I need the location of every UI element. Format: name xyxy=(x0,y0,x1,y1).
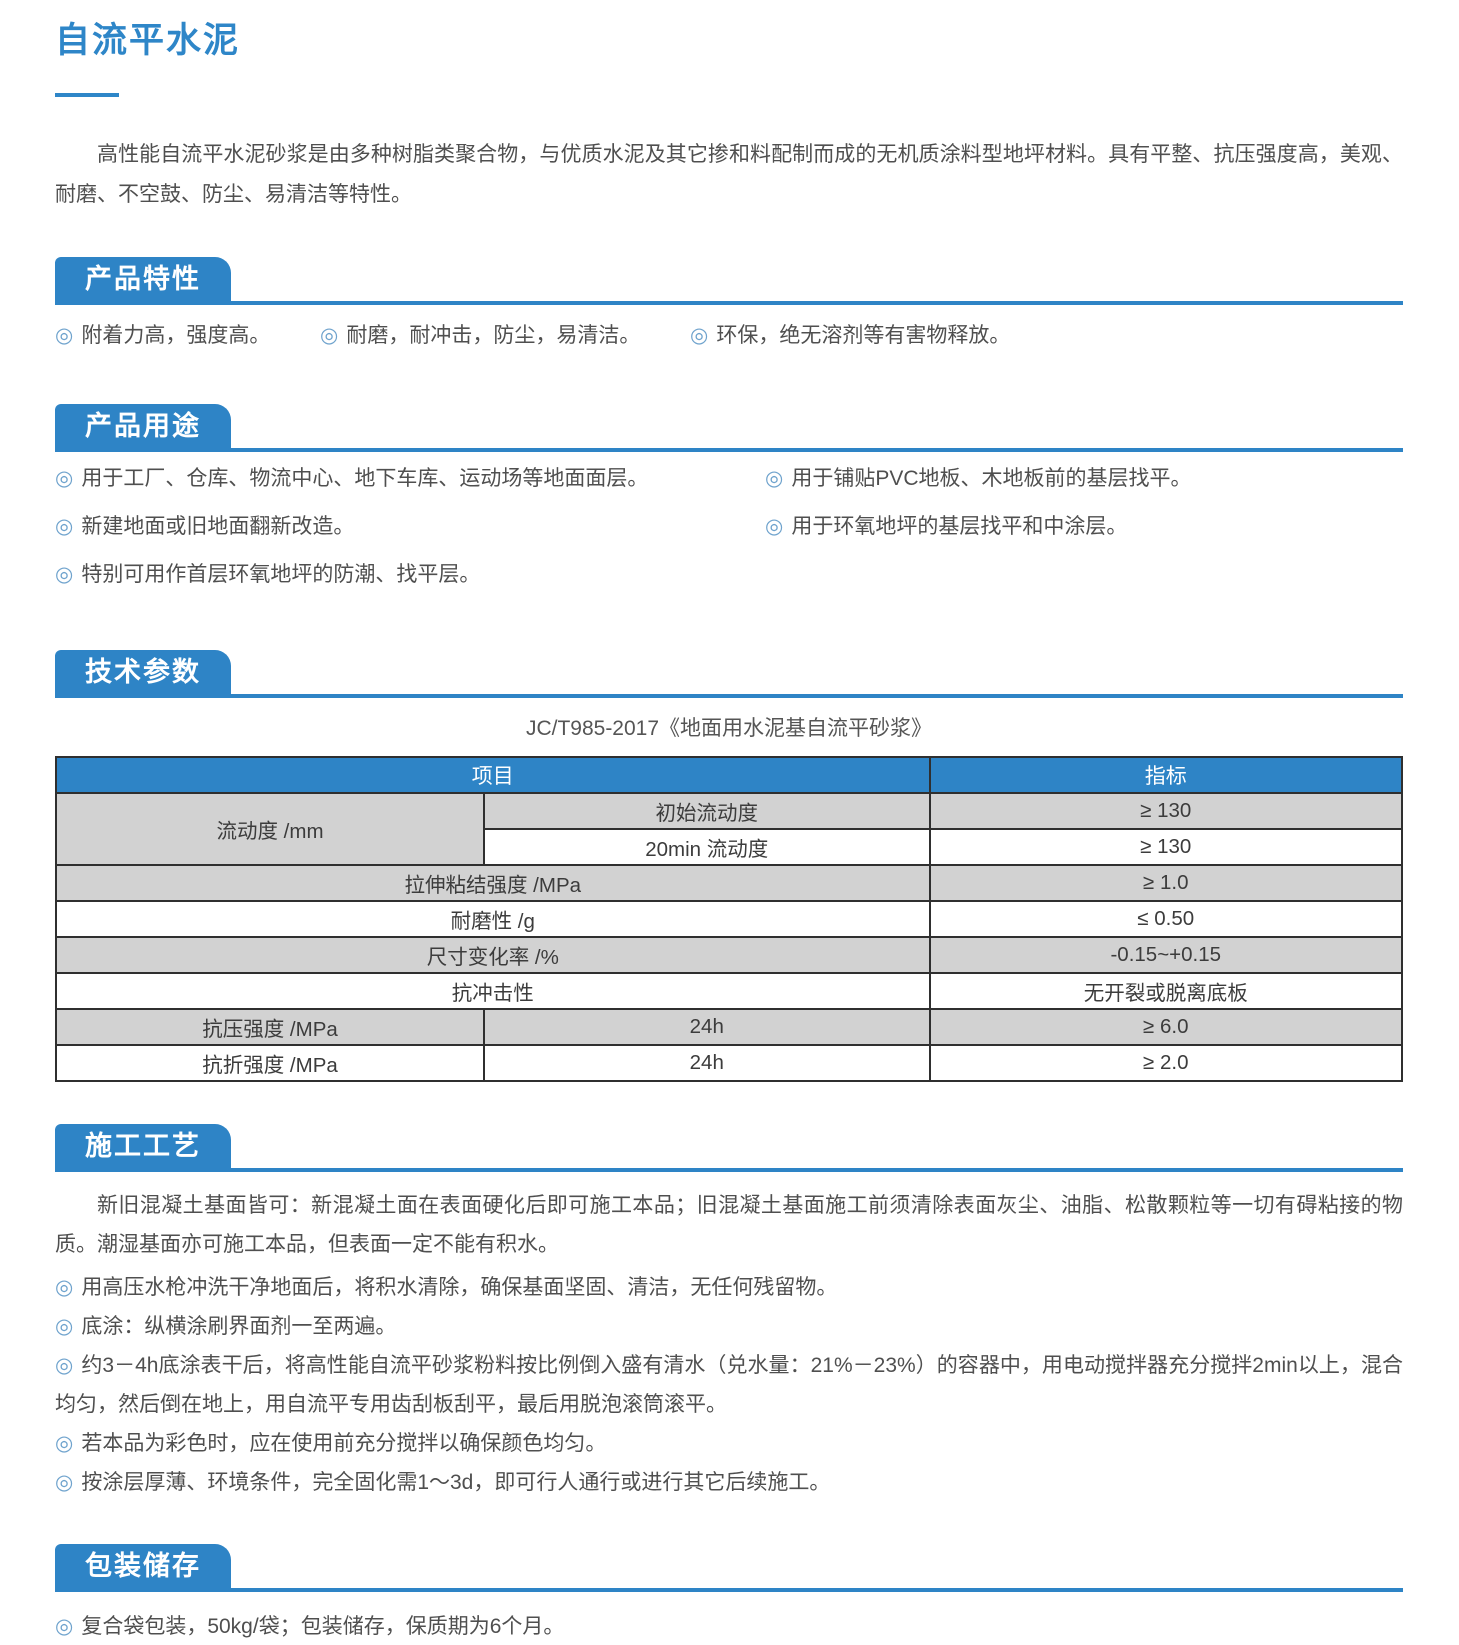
table-row: 流动度 /mm 初始流动度 ≥ 130 xyxy=(54,792,1404,866)
uses-left-column: ◎ 用于工厂、仓库、物流中心、地下车库、运动场等地面面层。 ◎ 新建地面或旧地面翻新… xyxy=(55,460,765,604)
process-step-text: 约3－4h底涂表干后，将高性能自流平砂浆粉料按比例倒入盛有清水（兑水量：21%－… xyxy=(55,1354,1403,1416)
cell-value: 无开裂或脱离底板 xyxy=(928,972,1404,1010)
list-item: ◎ 新建地面或旧地面翻新改造。 xyxy=(55,508,765,545)
intro-paragraph: 高性能自流平水泥砂浆是由多种树脂类聚合物，与优质水泥及其它掺和料配制而成的无机质… xyxy=(55,143,1403,206)
circle-bullet-icon: ◎ xyxy=(690,324,709,347)
process-step-text: 用高压水枪冲洗干净地面后，将积水清除，确保基面坚固、清洁，无任何残留物。 xyxy=(81,1276,838,1299)
use-text: 用于环氧地坪的基层找平和中涂层。 xyxy=(791,515,1128,538)
column-header-index: 指标 xyxy=(928,756,1404,794)
feature-text: 附着力高，强度高。 xyxy=(81,324,271,347)
section-process: 施工工艺 新旧混凝土基面皆可：新混凝土面在表面硬化后即可施工本品；旧混凝土基面施… xyxy=(55,1124,1403,1502)
cell-value: ≤ 0.50 xyxy=(928,900,1404,938)
list-item: ◎ 约3－4h底涂表干后，将高性能自流平砂浆粉料按比例倒入盛有清水（兑水量：21%… xyxy=(55,1346,1403,1424)
section-head-rule: 技术参数 xyxy=(55,650,1403,698)
cell-sub: 初始流动度 xyxy=(483,792,931,830)
section-badge-process: 施工工艺 xyxy=(55,1124,231,1168)
table-header-row: 项目 指标 xyxy=(55,756,1404,794)
circle-bullet-icon: ◎ xyxy=(55,1315,74,1338)
uses-list: ◎ 用于工厂、仓库、物流中心、地下车库、运动场等地面面层。 ◎ 新建地面或旧地面翻新… xyxy=(55,460,1403,604)
use-text: 新建地面或旧地面翻新改造。 xyxy=(81,515,355,538)
cell-value: -0.15~+0.15 xyxy=(928,936,1404,974)
list-item: ◎ 特别可用作首层环氧地坪的防潮、找平层。 xyxy=(55,556,765,593)
feature-text: 环保，绝无溶剂等有害物释放。 xyxy=(716,324,1011,347)
process-paragraph: 新旧混凝土基面皆可：新混凝土面在表面硬化后即可施工本品；旧混凝土基面施工前须清除… xyxy=(55,1194,1403,1256)
list-item: ◎ 按涂层厚薄、环境条件，完全固化需1～3d，即可行人通行或进行其它后续施工。 xyxy=(55,1463,1403,1502)
circle-bullet-icon: ◎ xyxy=(55,467,74,490)
uses-right-column: ◎ 用于铺贴PVC地板、木地板前的基层找平。 ◎ 用于环氧地坪的基层找平和中涂层。 xyxy=(765,460,1403,604)
section-badge-features: 产品特性 xyxy=(55,257,231,301)
cell-value: ≥ 130 xyxy=(928,828,1404,866)
process-step-text: 按涂层厚薄、环境条件，完全固化需1～3d，即可行人通行或进行其它后续施工。 xyxy=(81,1471,831,1494)
cell-name: 抗冲击性 xyxy=(55,972,931,1010)
section-head-rule: 施工工艺 xyxy=(55,1124,1403,1172)
table-row: 20min 流动度 ≥ 130 xyxy=(56,828,1404,866)
table-row: 抗冲击性 无开裂或脱离底板 xyxy=(55,972,1404,1010)
section-badge-tech: 技术参数 xyxy=(55,650,231,694)
cell-name: 尺寸变化率 /% xyxy=(55,936,931,974)
section-head-rule: 产品特性 xyxy=(55,257,1403,305)
table-row: 抗折强度 /MPa 24h ≥ 2.0 xyxy=(54,1044,1404,1082)
process-list: ◎ 用高压水枪冲洗干净地面后，将积水清除，确保基面坚固、清洁，无任何残留物。 ◎ 底… xyxy=(55,1268,1403,1502)
cell-value: ≥ 130 xyxy=(928,792,1404,830)
process-step-text: 底涂：纵横涂刷界面剂一至两遍。 xyxy=(81,1315,397,1338)
column-header-item: 项目 xyxy=(55,756,931,794)
list-item: ◎ 复合袋包装，50kg/袋；包装储存，保质期为6个月。 xyxy=(55,1608,1403,1645)
table-row: 耐磨性 /g ≤ 0.50 xyxy=(55,900,1404,938)
list-item: ◎ 附着力高，强度高。 xyxy=(55,317,320,354)
list-item: ◎ 用高压水枪冲洗干净地面后，将积水清除，确保基面坚固、清洁，无任何残留物。 xyxy=(55,1268,1403,1307)
list-item: ◎ 底涂：纵横涂刷界面剂一至两遍。 xyxy=(55,1307,1403,1346)
table-row: 拉伸粘结强度 /MPa ≥ 1.0 xyxy=(55,864,1404,902)
table-row: 尺寸变化率 /% -0.15~+0.15 xyxy=(55,936,1404,974)
use-text: 用于铺贴PVC地板、木地板前的基层找平。 xyxy=(791,467,1192,490)
list-item: ◎ 用于铺贴PVC地板、木地板前的基层找平。 xyxy=(765,460,1403,497)
table-row: 抗压强度 /MPa 24h ≥ 6.0 xyxy=(54,1008,1404,1046)
cell-sub: 24h xyxy=(483,1008,931,1046)
use-text: 用于工厂、仓库、物流中心、地下车库、运动场等地面面层。 xyxy=(81,467,649,490)
circle-bullet-icon: ◎ xyxy=(55,515,74,538)
section-features: 产品特性 ◎ 附着力高，强度高。 ◎ 耐磨，耐冲击，防尘，易清洁。 ◎ 环保，绝无溶剂… xyxy=(55,257,1403,354)
circle-bullet-icon: ◎ xyxy=(55,563,74,586)
cell-value: ≥ 1.0 xyxy=(928,864,1404,902)
list-item: ◎ 用于环氧地坪的基层找平和中涂层。 xyxy=(765,508,1403,545)
cell-value: ≥ 6.0 xyxy=(928,1008,1404,1046)
circle-bullet-icon: ◎ xyxy=(765,467,784,490)
cell-name: 抗压强度 /MPa xyxy=(54,1008,486,1046)
section-uses: 产品用途 ◎ 用于工厂、仓库、物流中心、地下车库、运动场等地面面层。 ◎ 新建地面或… xyxy=(55,404,1403,604)
circle-bullet-icon: ◎ xyxy=(55,1615,74,1638)
circle-bullet-icon: ◎ xyxy=(55,324,74,347)
list-item: ◎ 用于工厂、仓库、物流中心、地下车库、运动场等地面面层。 xyxy=(55,460,765,497)
use-text: 特别可用作首层环氧地坪的防潮、找平层。 xyxy=(81,563,481,586)
section-badge-uses: 产品用途 xyxy=(55,404,231,448)
cell-value: ≥ 2.0 xyxy=(928,1044,1404,1082)
cell-sub: 20min 流动度 xyxy=(483,828,931,866)
packaging-text: 复合袋包装，50kg/袋；包装储存，保质期为6个月。 xyxy=(81,1615,565,1638)
cell-name: 抗折强度 /MPa xyxy=(54,1044,486,1082)
process-step-text: 若本品为彩色时，应在使用前充分搅拌以确保颜色均匀。 xyxy=(81,1432,607,1455)
cell-sub: 24h xyxy=(483,1044,931,1082)
section-head-rule: 包装储存 xyxy=(55,1544,1403,1592)
section-packaging: 包装储存 ◎ 复合袋包装，50kg/袋；包装储存，保质期为6个月。 xyxy=(55,1544,1403,1645)
cell-name: 耐磨性 /g xyxy=(55,900,931,938)
tech-parameters-table: 项目 指标 流动度 /mm 初始流动度 ≥ 130 20min 流动度 ≥ 13… xyxy=(54,756,1404,1082)
cell-group: 流动度 /mm xyxy=(54,792,486,866)
circle-bullet-icon: ◎ xyxy=(55,1354,74,1377)
section-tech: 技术参数 JC/T985-2017《地面用水泥基自流平砂浆》 项目 指标 流动度… xyxy=(54,650,1404,1082)
list-item: ◎ 环保，绝无溶剂等有害物释放。 xyxy=(690,317,1010,354)
title-underline xyxy=(55,93,119,97)
list-item: ◎ 耐磨，耐冲击，防尘，易清洁。 xyxy=(320,317,690,354)
circle-bullet-icon: ◎ xyxy=(55,1471,74,1494)
circle-bullet-icon: ◎ xyxy=(55,1276,74,1299)
list-item: ◎ 若本品为彩色时，应在使用前充分搅拌以确保颜色均匀。 xyxy=(55,1424,1403,1463)
circle-bullet-icon: ◎ xyxy=(320,324,339,347)
features-list: ◎ 附着力高，强度高。 ◎ 耐磨，耐冲击，防尘，易清洁。 ◎ 环保，绝无溶剂等有害物释… xyxy=(55,317,1403,354)
section-badge-packaging: 包装储存 xyxy=(55,1544,231,1588)
cell-name: 拉伸粘结强度 /MPa xyxy=(55,864,931,902)
section-head-rule: 产品用途 xyxy=(55,404,1403,452)
circle-bullet-icon: ◎ xyxy=(765,515,784,538)
datasheet-page: 自流平水泥 高性能自流平水泥砂浆是由多种树脂类聚合物，与优质水泥及其它掺和料配制… xyxy=(0,12,1459,1645)
page-title: 自流平水泥 xyxy=(55,21,241,60)
table-caption: JC/T985-2017《地面用水泥基自流平砂浆》 xyxy=(525,717,933,740)
circle-bullet-icon: ◎ xyxy=(55,1432,74,1455)
feature-text: 耐磨，耐冲击，防尘，易清洁。 xyxy=(346,324,641,347)
